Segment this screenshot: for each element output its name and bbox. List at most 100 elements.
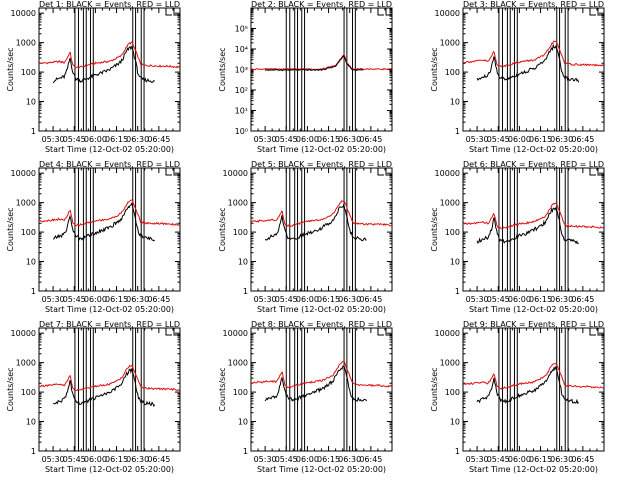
x-tick-label: 05:45	[63, 295, 86, 304]
x-tick-label: 06:15	[317, 295, 340, 304]
y-tick-label: 1	[243, 287, 248, 296]
plot-frame	[462, 7, 605, 132]
x-tick-label: 06:00	[296, 455, 319, 464]
x-tick-label: 06:30	[338, 455, 361, 464]
y-tick-label: 100	[445, 228, 460, 237]
x-tick-label: 06:45	[571, 295, 594, 304]
legend-marker	[165, 328, 180, 336]
y-axis-label: Counts/sec	[6, 207, 15, 251]
series-events-line	[52, 368, 156, 408]
y-tick-label: 1000	[16, 199, 36, 208]
panel-title: Det 2: BLACK = Events, RED = LLD	[251, 0, 392, 9]
y-axis-label: Counts/sec	[218, 207, 227, 251]
x-tick-label: 05:45	[487, 135, 510, 144]
y-tick-label: 10	[238, 418, 248, 427]
x-axis-label: Start Time (12-Oct-02 05:20:00)	[257, 465, 386, 474]
x-tick-label: 06:00	[508, 295, 531, 304]
y-tick-label: 10000	[11, 329, 36, 338]
x-tick-label: 05:45	[63, 135, 86, 144]
x-tick-label: 06:00	[84, 455, 107, 464]
series-events-line	[53, 202, 155, 242]
x-tick-label: 06:45	[571, 455, 594, 464]
panel-title: Det 8: BLACK = Events, RED = LLD	[251, 320, 392, 329]
x-tick-label: 06:45	[147, 295, 170, 304]
x-tick-label: 05:30	[42, 295, 65, 304]
y-axis-label: Counts/sec	[218, 367, 227, 411]
x-tick-label: 05:30	[42, 455, 65, 464]
y-tick-label: 10000	[435, 169, 460, 178]
y-tick-label: 100	[233, 228, 248, 237]
y-tick-label: 10000	[435, 9, 460, 18]
x-tick-label: 05:30	[466, 455, 489, 464]
series-lld-line	[462, 40, 604, 68]
y-axis-label: Counts/sec	[6, 47, 15, 91]
panel-title: Det 3: BLACK = Events, RED = LLD	[463, 0, 604, 9]
panel-title: Det 1: BLACK = Events, RED = LLD	[39, 0, 180, 9]
x-axis-label: Start Time (12-Oct-02 05:20:00)	[257, 145, 386, 154]
x-tick-label: 06:30	[550, 455, 573, 464]
panel-title: Det 4: BLACK = Events, RED = LLD	[39, 160, 180, 169]
x-tick-label: 05:30	[466, 295, 489, 304]
y-tick-label: 100	[21, 388, 36, 397]
x-axis-label: Start Time (12-Oct-02 05:20:00)	[469, 305, 598, 314]
y-tick-label: 1000	[440, 39, 460, 48]
x-tick-label: 06:00	[508, 455, 531, 464]
series-lld-line	[38, 364, 180, 392]
y-tick-label: 1000	[440, 199, 460, 208]
x-tick-label: 06:30	[550, 295, 573, 304]
x-tick-label: 06:00	[296, 135, 319, 144]
series-lld-line	[38, 199, 180, 227]
y-tick-label: 10	[450, 98, 460, 107]
legend-marker	[589, 8, 604, 16]
y-tick-label: 10000	[223, 329, 248, 338]
x-tick-label: 06:00	[296, 295, 319, 304]
y-tick-label: 10000	[11, 169, 36, 178]
y-tick-label: 1000	[16, 359, 36, 368]
panel-title: Det 9: BLACK = Events, RED = LLD	[463, 320, 604, 329]
y-tick-label: 1	[31, 127, 36, 136]
y-tick-label: 10¹	[235, 107, 248, 116]
panel-det-1: Det 1: BLACK = Events, RED = LLD10000100…	[6, 0, 181, 154]
x-tick-label: 06:45	[147, 455, 170, 464]
x-tick-label: 06:15	[317, 135, 340, 144]
y-tick-label: 1000	[228, 199, 248, 208]
panel-det-5: Det 5: BLACK = Events, RED = LLD10000100…	[218, 160, 393, 314]
panel-title: Det 7: BLACK = Events, RED = LLD	[39, 320, 180, 329]
y-tick-label: 1	[31, 447, 36, 456]
panel-det-9: Det 9: BLACK = Events, RED = LLD10000100…	[430, 320, 605, 474]
x-tick-label: 06:15	[105, 135, 128, 144]
x-tick-label: 06:15	[529, 455, 552, 464]
series-lld-line	[250, 360, 392, 389]
series-lld-line	[250, 200, 392, 227]
x-tick-label: 05:45	[275, 455, 298, 464]
y-axis-label: Counts/sec	[430, 207, 439, 251]
legend-marker	[589, 168, 604, 176]
y-tick-label: 10	[238, 258, 248, 267]
x-tick-label: 05:30	[254, 455, 277, 464]
y-axis-label: Counts/sec	[430, 47, 439, 91]
x-tick-label: 06:30	[126, 455, 149, 464]
x-tick-label: 06:45	[359, 295, 382, 304]
x-tick-label: 05:30	[466, 135, 489, 144]
legend-marker	[165, 168, 180, 176]
x-tick-label: 06:45	[147, 135, 170, 144]
y-tick-label: 10	[450, 258, 460, 267]
x-axis-label: Start Time (12-Oct-02 05:20:00)	[45, 305, 174, 314]
x-axis-label: Start Time (12-Oct-02 05:20:00)	[469, 145, 598, 154]
x-tick-label: 06:15	[529, 295, 552, 304]
x-axis-label: Start Time (12-Oct-02 05:20:00)	[257, 305, 386, 314]
y-axis-label: Counts/sec	[6, 367, 15, 411]
y-tick-label: 100	[233, 388, 248, 397]
y-tick-label: 100	[445, 388, 460, 397]
y-tick-label: 10000	[223, 169, 248, 178]
x-tick-label: 06:30	[126, 135, 149, 144]
series-events-line	[264, 365, 367, 402]
plot-frame	[38, 327, 181, 452]
y-tick-label: 1	[455, 287, 460, 296]
y-tick-label: 1000	[228, 359, 248, 368]
series-events-line	[52, 45, 155, 84]
x-tick-label: 05:45	[487, 455, 510, 464]
y-tick-label: 1	[455, 127, 460, 136]
